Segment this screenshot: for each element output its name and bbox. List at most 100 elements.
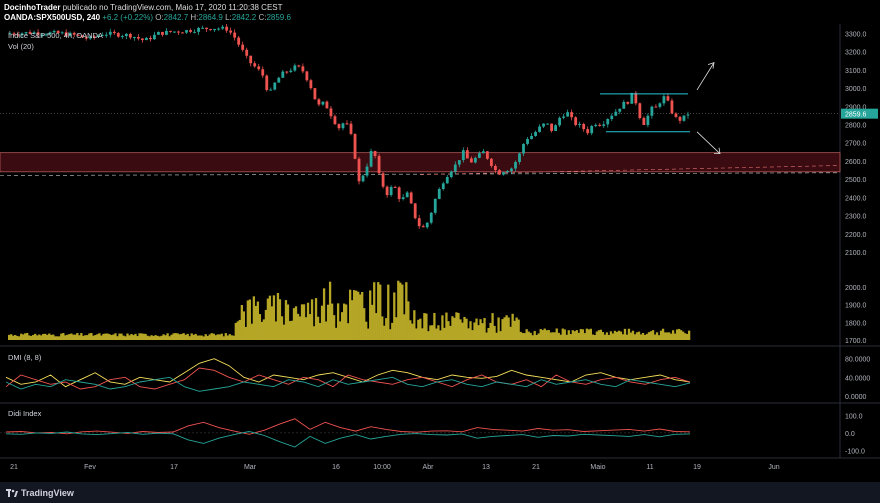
volume-bar xyxy=(503,317,506,340)
volume-bar xyxy=(571,330,574,340)
candle-body xyxy=(52,31,56,33)
last-price-badge xyxy=(841,108,878,119)
volume-bar xyxy=(82,335,85,340)
volume-bar xyxy=(495,332,498,340)
volume-bar xyxy=(72,334,75,340)
candle-body xyxy=(297,65,301,67)
volume-bar xyxy=(393,292,396,340)
volume-bar xyxy=(621,334,625,340)
volume-bar xyxy=(413,310,416,340)
tradingview-logo[interactable]: TradingView xyxy=(6,488,74,498)
volume-bar xyxy=(342,303,346,340)
volume-bar xyxy=(479,319,482,340)
volume-bar xyxy=(46,334,49,340)
volume-bar xyxy=(58,336,61,340)
volume-bar xyxy=(326,304,330,340)
candle-body xyxy=(526,139,529,144)
candle-body xyxy=(638,103,642,119)
candle-body xyxy=(221,26,225,29)
volume-bar xyxy=(272,295,276,340)
candle-body xyxy=(405,192,409,198)
candle-body xyxy=(550,123,553,131)
volume-bar xyxy=(577,332,580,340)
volume-bar xyxy=(461,322,464,340)
last-price-label: 2859.6 xyxy=(845,112,867,119)
volume-bar xyxy=(667,332,671,340)
volume-bar xyxy=(160,335,163,340)
didi-tick-label: 0.0 xyxy=(845,431,855,438)
candle-body xyxy=(104,34,108,36)
candle-body xyxy=(12,33,16,35)
volume-bar xyxy=(222,336,225,340)
projection-down-arrow xyxy=(696,131,721,154)
volume-bar xyxy=(256,301,260,340)
candle-body xyxy=(522,143,525,154)
volume-bar xyxy=(246,300,250,340)
volume-bar xyxy=(437,325,440,340)
projection-up-arrow xyxy=(696,62,715,91)
volume-bar xyxy=(112,334,115,340)
volume-bar xyxy=(635,332,639,340)
volume-bar xyxy=(557,332,560,340)
candle-body xyxy=(153,34,156,40)
volume-bar xyxy=(136,336,139,340)
candle-body xyxy=(590,125,594,134)
tradingview-logo-text: TradingView xyxy=(21,488,74,498)
volume-bar xyxy=(114,333,117,340)
candle-body xyxy=(225,26,229,31)
volume-bar xyxy=(200,335,203,340)
volume-bar xyxy=(242,311,245,340)
volume-bar xyxy=(549,332,552,340)
volume-bar xyxy=(527,331,530,340)
trend-dashed-line xyxy=(0,172,841,176)
volume-bar xyxy=(168,336,171,340)
candle-body xyxy=(369,151,373,167)
volume-bar xyxy=(657,335,661,340)
volume-bar xyxy=(178,334,181,340)
volume-bar xyxy=(214,335,217,340)
volume-bar xyxy=(665,332,669,340)
volume-bar xyxy=(433,312,436,340)
volume-bar xyxy=(320,305,324,340)
volume-bar xyxy=(597,330,601,340)
candle-body xyxy=(674,113,678,117)
volume-bar xyxy=(274,321,278,340)
didi-tick-label: -100.0 xyxy=(845,448,865,455)
price-chart[interactable]: 3300.0 3200.0 3100.0 3000.0 2900.0 2800.0 2700… xyxy=(0,24,880,482)
candle-body xyxy=(48,32,52,35)
volume-bar xyxy=(357,291,360,340)
volume-bar xyxy=(328,281,332,340)
price-axis: 3300.0 3200.0 3100.0 3000.0 2900.0 2800.0 2700… xyxy=(845,31,867,257)
volume-bar xyxy=(647,332,651,340)
candle-body xyxy=(554,125,558,131)
volume-bar xyxy=(359,294,362,340)
volume-bar xyxy=(429,325,432,340)
candle-body xyxy=(686,114,690,116)
volume-bar xyxy=(40,335,43,340)
price-tick-label: 2100.0 xyxy=(845,250,867,257)
dmi-series-line xyxy=(5,358,691,388)
author-name[interactable]: DocinhoTrader xyxy=(4,3,61,12)
volume-bar xyxy=(52,334,55,340)
volume-bar xyxy=(122,335,125,340)
candle-body xyxy=(389,186,393,196)
symbol-label[interactable]: OANDA:SPX500USD, 240 xyxy=(4,13,101,22)
candle-body xyxy=(112,31,116,34)
volume-bar xyxy=(14,335,17,340)
candle-body xyxy=(80,35,84,38)
candle-body xyxy=(594,124,598,126)
volume-bar xyxy=(10,334,13,340)
volume-bar xyxy=(459,319,462,340)
volume-bar xyxy=(519,331,522,340)
volume-bar xyxy=(196,335,199,340)
volume-bar xyxy=(639,334,643,340)
volume-bar xyxy=(154,335,157,340)
volume-bar xyxy=(497,317,500,340)
candle-body xyxy=(249,55,253,64)
candle-body xyxy=(185,30,188,33)
candle-body xyxy=(461,150,465,161)
volume-bar xyxy=(172,333,175,340)
volume-bar xyxy=(677,328,681,340)
volume-bar xyxy=(395,317,398,340)
candle-body xyxy=(578,123,582,125)
